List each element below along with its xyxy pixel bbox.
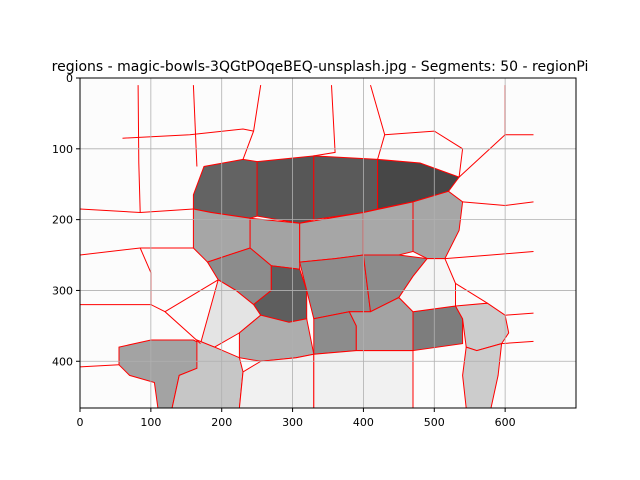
y-axis: 0 100 200 300 400 (52, 72, 80, 368)
segment-region-18 (412, 305, 464, 352)
y-tick-label-300: 300 (52, 284, 73, 297)
boundary-line-17 (455, 282, 488, 304)
boundary-line-4 (313, 85, 336, 157)
boundary-line-14 (444, 251, 534, 260)
boundary-line-16 (164, 279, 219, 313)
x-tick-label-100: 100 (140, 416, 161, 429)
segment-boundaries (80, 84, 534, 368)
segment-region-3 (313, 155, 379, 221)
plot-area (79, 77, 577, 409)
boundary-line-8 (122, 128, 254, 139)
boundary-line-15 (80, 304, 201, 344)
x-tick-label-600: 600 (495, 416, 516, 429)
segment-region-25 (398, 258, 456, 313)
boundary-line-9 (384, 130, 464, 178)
chart-title: regions - magic-bowls-3QGtPOqeBEQ-unspla… (52, 59, 589, 75)
x-tick-label-0: 0 (77, 416, 84, 429)
y-tick-label-100: 100 (52, 143, 73, 156)
segment-region-16 (313, 311, 357, 355)
grid-lines (79, 77, 576, 408)
y-tick-label-400: 400 (52, 355, 73, 368)
x-tick-label-400: 400 (353, 416, 374, 429)
segment-region-24 (462, 342, 503, 408)
boundary-line-10 (80, 208, 194, 214)
boundary-line-19 (80, 364, 120, 368)
boundary-line-2 (192, 85, 198, 167)
boundary-line-7 (458, 134, 506, 178)
x-tick-label-500: 500 (424, 416, 445, 429)
x-tick-label-300: 300 (282, 416, 303, 429)
y-tick-label-0: 0 (66, 72, 73, 85)
boundary-line-1 (137, 85, 141, 213)
y-tick-label-200: 200 (52, 214, 73, 227)
x-axis: 0 100 200 300 400 500 600 (77, 408, 516, 429)
plot-frame (79, 77, 577, 409)
segment-region-2 (256, 155, 315, 224)
x-tick-label-200: 200 (211, 416, 232, 429)
segment-region-1 (192, 158, 258, 219)
boundary-line-18 (505, 312, 534, 316)
segment-region-9 (412, 190, 464, 260)
segment-region-21 (171, 339, 244, 408)
boundary-line-20 (501, 340, 534, 345)
